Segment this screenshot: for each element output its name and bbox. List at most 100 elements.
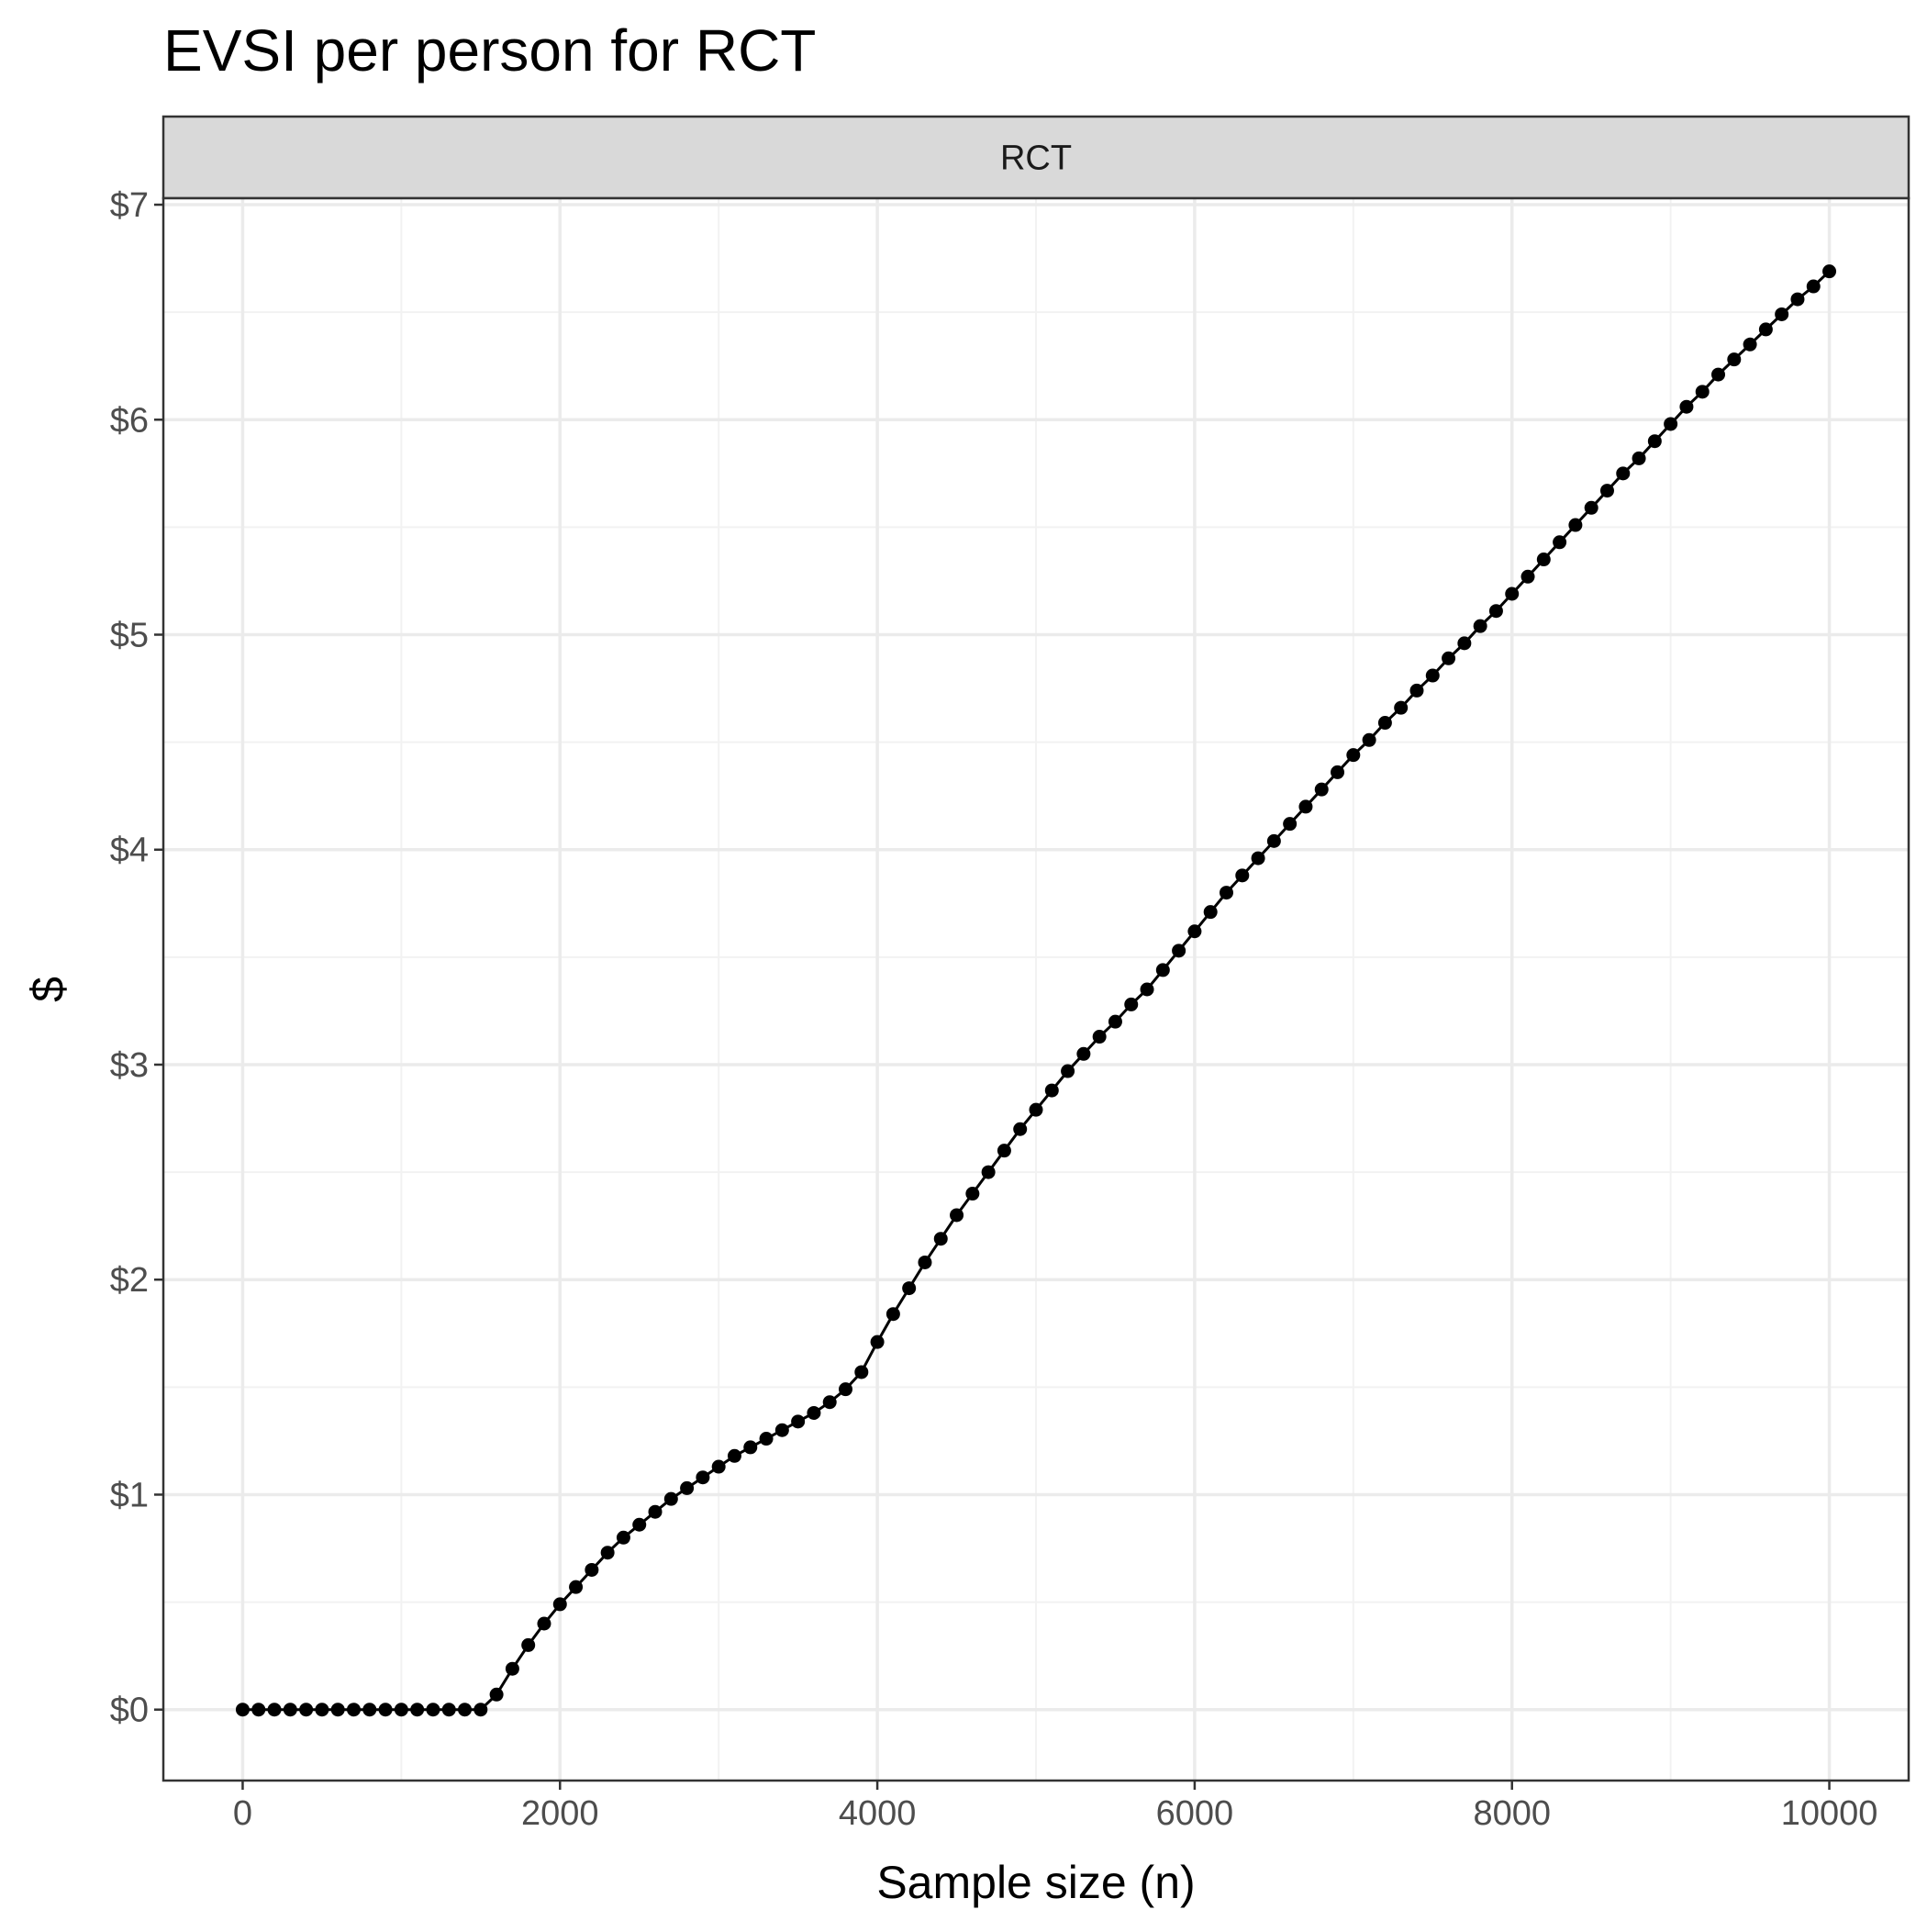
data-point [696,1470,710,1485]
data-point [807,1405,821,1420]
data-point [1092,1030,1107,1044]
data-point [585,1562,599,1577]
major-gridlines [163,198,1909,1781]
data-point [965,1187,980,1201]
data-point [473,1703,488,1717]
facet-strip-label: RCT [1000,140,1072,178]
data-point [1394,700,1409,715]
data-point [648,1504,663,1519]
x-tick-label: 4000 [839,1794,917,1833]
data-point [839,1382,853,1397]
data-point [727,1448,741,1463]
data-point [1727,352,1742,367]
data-point [521,1637,536,1652]
data-point [933,1232,948,1246]
data-point [1425,668,1440,683]
data-point [791,1414,806,1429]
data-point [1584,500,1598,515]
data-point [1251,851,1265,865]
data-point [458,1703,473,1717]
data-point [1520,569,1535,584]
data-point [997,1144,1011,1158]
facet-strip-background [162,115,1910,200]
data-point [410,1703,425,1717]
data-point [426,1703,440,1717]
data-point [267,1703,282,1717]
x-tick-label: 8000 [1473,1794,1551,1833]
data-point [1616,466,1631,481]
data-point [283,1703,297,1717]
data-point [616,1530,630,1545]
data-point [1473,619,1487,633]
data-point [870,1335,885,1349]
data-point [950,1208,964,1223]
data-point [1505,586,1520,601]
data-point [1647,434,1662,449]
data-point [1822,264,1837,279]
x-axis: 0 2000 4000 6000 8000 10000 [233,1781,1877,1833]
data-point [854,1365,869,1379]
y-tick-label: $5 [110,617,149,655]
plot-panel-border [162,196,1910,1782]
data-point [711,1459,726,1474]
data-point [1203,905,1218,920]
y-axis-label: $ [22,977,73,1002]
data-point [505,1661,519,1676]
y-tick-label: $3 [110,1046,149,1085]
data-point [378,1703,393,1717]
data-point [1029,1102,1043,1117]
data-point [1790,292,1805,307]
y-tick-label: $1 [110,1476,149,1514]
data-point [552,1597,567,1612]
data-point [600,1546,615,1560]
data-point [1758,322,1773,337]
x-tick-label: 0 [233,1794,252,1833]
data-point [1155,963,1170,977]
data-point [441,1703,456,1717]
data-point [1172,944,1186,958]
data-point [346,1703,361,1717]
data-point [362,1703,377,1717]
data-point [1695,385,1710,399]
data-point [1679,399,1694,414]
data-point [663,1491,678,1506]
data-point [1283,817,1298,832]
y-tick-label: $0 [110,1692,149,1730]
data-point [1061,1064,1075,1078]
data-point [315,1703,329,1717]
data-point [981,1165,996,1179]
x-tick-label: 6000 [1156,1794,1234,1833]
data-point [1013,1122,1028,1136]
y-tick-label: $6 [110,401,149,440]
data-point [1457,636,1472,651]
data-point [235,1703,250,1717]
data-point [918,1255,932,1269]
facet-strip: RCT [162,115,1910,200]
data-point [299,1703,314,1717]
x-axis-label: Sample size (n) [876,1857,1195,1908]
series-layer [235,264,1837,1717]
data-point [330,1703,345,1717]
data-point [1377,716,1392,731]
data-point [1488,604,1503,619]
data-point [1298,799,1313,814]
data-point [774,1423,789,1437]
data-point [537,1616,551,1631]
data-point [394,1703,408,1717]
y-tick-label: $7 [110,186,149,225]
data-point [1664,417,1678,431]
data-point [1536,553,1551,567]
data-point [1331,765,1345,779]
chart-title: EVSI per person for RCT [163,17,816,84]
data-point [822,1395,837,1410]
x-tick-label: 10000 [1781,1794,1878,1833]
data-point [680,1480,695,1495]
data-point [1711,367,1726,382]
data-point [1187,924,1202,939]
data-point [1076,1046,1091,1061]
minor-gridlines [163,198,1909,1781]
y-tick-label: $4 [110,832,149,870]
y-tick-label: $2 [110,1261,149,1300]
data-point [1553,535,1567,550]
